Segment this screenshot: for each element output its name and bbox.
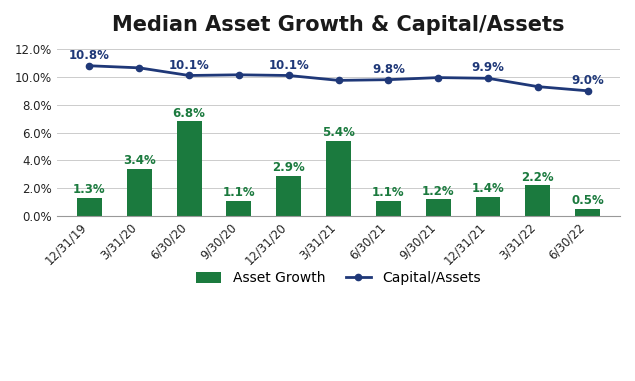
Text: 10.1%: 10.1%	[269, 59, 309, 72]
Text: 2.9%: 2.9%	[272, 161, 305, 174]
Text: 9.8%: 9.8%	[372, 63, 404, 76]
Capital/Assets	[185, 73, 193, 78]
Bar	[326, 141, 351, 216]
Bar	[127, 169, 152, 216]
Title: Median Asset Growth & Capital/Assets: Median Asset Growth & Capital/Assets	[112, 15, 565, 35]
Text: 2.2%: 2.2%	[521, 171, 554, 184]
Text: 3.4%: 3.4%	[123, 154, 156, 167]
Bar	[227, 201, 251, 216]
Text: 1.1%: 1.1%	[223, 186, 255, 199]
Line: Capital/Assets: Capital/Assets	[86, 62, 591, 94]
Capital/Assets	[335, 78, 342, 83]
Text: 9.9%: 9.9%	[472, 61, 504, 74]
Capital/Assets	[534, 84, 542, 89]
Bar	[177, 122, 201, 216]
Text: 0.5%: 0.5%	[572, 194, 604, 207]
Capital/Assets	[135, 66, 143, 70]
Text: 1.2%: 1.2%	[422, 185, 455, 198]
Capital/Assets	[86, 64, 93, 68]
Capital/Assets	[434, 75, 442, 80]
Bar	[276, 176, 301, 216]
Bar	[575, 209, 600, 216]
Text: 1.4%: 1.4%	[472, 182, 504, 195]
Bar	[77, 198, 102, 216]
Bar	[376, 201, 401, 216]
Text: 10.8%: 10.8%	[69, 49, 110, 62]
Text: 10.1%: 10.1%	[169, 59, 210, 72]
Text: 1.1%: 1.1%	[372, 186, 404, 199]
Capital/Assets	[285, 73, 293, 78]
Bar	[525, 186, 551, 216]
Bar	[425, 199, 451, 216]
Legend: Asset Growth, Capital/Assets: Asset Growth, Capital/Assets	[191, 266, 486, 291]
Capital/Assets	[235, 72, 243, 77]
Text: 1.3%: 1.3%	[73, 183, 106, 196]
Text: 5.4%: 5.4%	[322, 126, 355, 139]
Text: 9.0%: 9.0%	[572, 74, 604, 87]
Capital/Assets	[484, 76, 491, 80]
Bar	[476, 197, 500, 216]
Capital/Assets	[584, 88, 591, 93]
Text: 6.8%: 6.8%	[173, 107, 206, 120]
Capital/Assets	[385, 77, 392, 82]
